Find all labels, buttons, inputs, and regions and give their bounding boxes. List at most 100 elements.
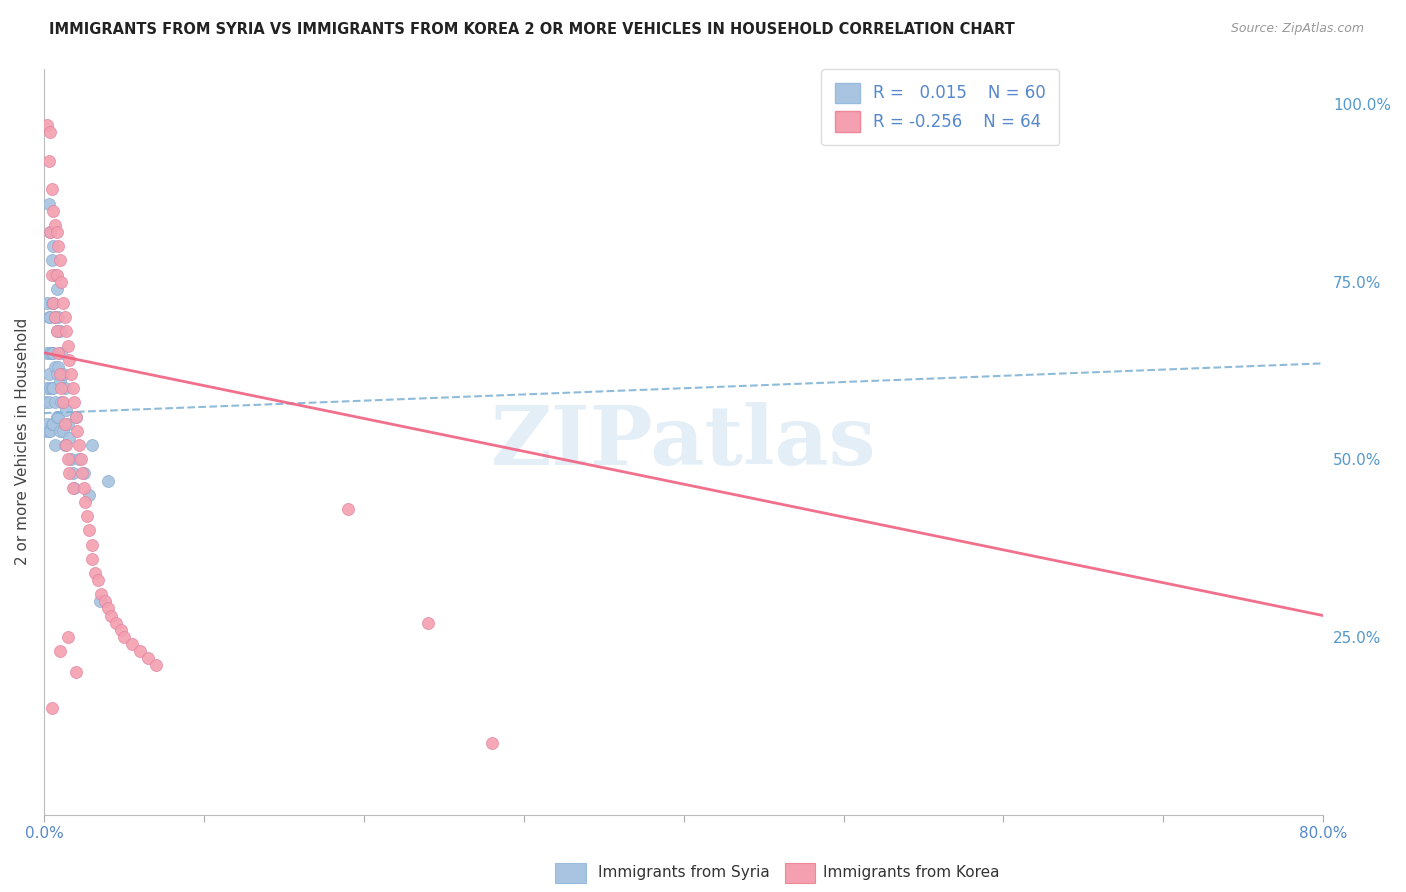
Point: [51, 381, 73, 395]
Point: [42, 203, 65, 218]
Point: [63, 481, 86, 495]
Point: [35, 417, 58, 431]
Point: [38, 153, 60, 168]
Point: [45, 325, 67, 339]
Point: [65, 409, 87, 424]
Point: [77, 488, 100, 502]
Point: [42, 417, 65, 431]
Point: [65, 665, 87, 680]
Point: [42, 345, 65, 359]
Point: [136, 651, 159, 665]
Point: [52, 395, 75, 409]
Text: Immigrants from Korea: Immigrants from Korea: [823, 865, 1000, 880]
Point: [58, 352, 80, 367]
Point: [53, 381, 76, 395]
Point: [97, 601, 120, 615]
Point: [39, 381, 62, 395]
Point: [56, 630, 79, 644]
Point: [80, 551, 103, 566]
Point: [121, 637, 143, 651]
Point: [41, 182, 63, 196]
Point: [67, 438, 90, 452]
Point: [89, 594, 111, 608]
Point: [34, 424, 56, 438]
Point: [41, 345, 63, 359]
Point: [45, 225, 67, 239]
Point: [44, 310, 66, 325]
Point: [62, 381, 84, 395]
Point: [75, 495, 97, 509]
Point: [63, 395, 86, 409]
Point: [41, 381, 63, 395]
Text: Source: ZipAtlas.com: Source: ZipAtlas.com: [1230, 22, 1364, 36]
Point: [49, 374, 72, 388]
Point: [53, 438, 76, 452]
Point: [39, 126, 62, 140]
Point: [62, 467, 84, 481]
Point: [80, 537, 103, 551]
Point: [55, 325, 77, 339]
Point: [128, 644, 150, 658]
Point: [49, 644, 72, 658]
Point: [45, 268, 67, 282]
Point: [46, 345, 69, 359]
Point: [39, 225, 62, 239]
Point: [49, 325, 72, 339]
Point: [52, 296, 75, 310]
Point: [90, 587, 112, 601]
Point: [73, 467, 96, 481]
Point: [35, 381, 58, 395]
Point: [416, 615, 439, 630]
Point: [44, 395, 66, 409]
Point: [41, 268, 63, 282]
Point: [56, 417, 79, 431]
Point: [84, 566, 107, 580]
Point: [44, 218, 66, 232]
Point: [49, 367, 72, 381]
Point: [481, 736, 503, 750]
Point: [46, 409, 69, 424]
Point: [93, 594, 115, 608]
Point: [80, 438, 103, 452]
Point: [65, 409, 87, 424]
Point: [56, 338, 79, 352]
Point: [35, 119, 58, 133]
Point: [38, 424, 60, 438]
Y-axis label: 2 or more Vehicles in Household: 2 or more Vehicles in Household: [15, 318, 30, 566]
Point: [66, 424, 89, 438]
Point: [44, 359, 66, 374]
Text: ZIPatlas: ZIPatlas: [491, 401, 876, 482]
Point: [49, 424, 72, 438]
Point: [110, 623, 132, 637]
Point: [41, 701, 63, 715]
Point: [45, 282, 67, 296]
Point: [51, 275, 73, 289]
Point: [58, 431, 80, 445]
Point: [38, 310, 60, 325]
Point: [44, 310, 66, 325]
Point: [45, 325, 67, 339]
Text: Immigrants from Syria: Immigrants from Syria: [598, 865, 769, 880]
Point: [112, 630, 135, 644]
Point: [62, 481, 84, 495]
Point: [41, 253, 63, 268]
Point: [67, 452, 90, 467]
Point: [39, 424, 62, 438]
Point: [60, 452, 83, 467]
Point: [336, 502, 359, 516]
Point: [55, 402, 77, 417]
Point: [51, 395, 73, 409]
Point: [38, 395, 60, 409]
Point: [39, 310, 62, 325]
Point: [42, 239, 65, 253]
Point: [52, 367, 75, 381]
Point: [34, 395, 56, 409]
Point: [51, 345, 73, 359]
Point: [44, 268, 66, 282]
Point: [45, 367, 67, 381]
Point: [60, 367, 83, 381]
Point: [53, 310, 76, 325]
Point: [35, 296, 58, 310]
Text: IMMIGRANTS FROM SYRIA VS IMMIGRANTS FROM KOREA 2 OR MORE VEHICLES IN HOUSEHOLD C: IMMIGRANTS FROM SYRIA VS IMMIGRANTS FROM…: [49, 22, 1015, 37]
Point: [42, 381, 65, 395]
